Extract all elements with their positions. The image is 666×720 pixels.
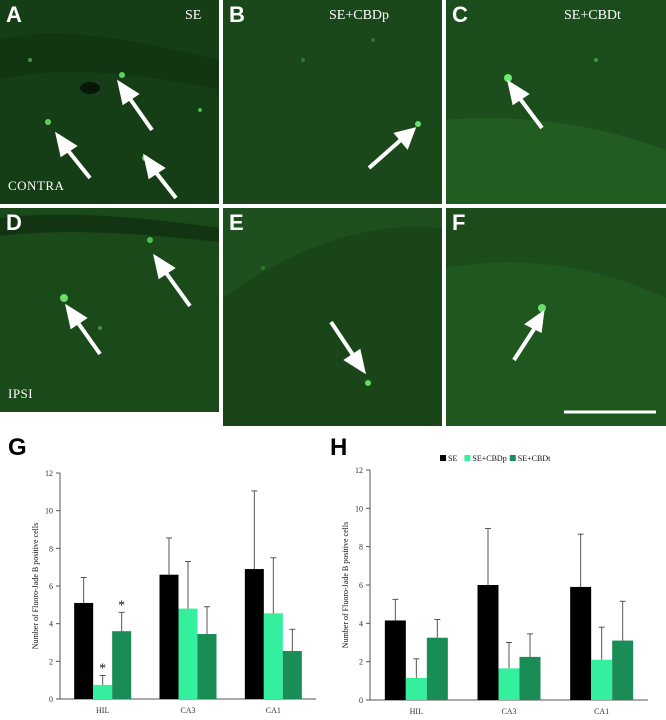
significance-marker: * <box>118 598 125 613</box>
arrow-icon <box>367 127 417 170</box>
panel-e-texture <box>223 208 442 426</box>
bar-ca3-se-cbdt <box>519 656 541 700</box>
panel-d-texture <box>0 208 219 412</box>
bar-ca1-se-cbdt <box>282 650 302 699</box>
y-tick-label: 0 <box>359 696 363 705</box>
y-tick-label: 6 <box>49 582 53 591</box>
arrow-icon <box>512 309 545 362</box>
y-tick-label: 2 <box>49 657 53 666</box>
panel-letter-h: H <box>330 434 348 461</box>
x-tick-label: CA3 <box>501 707 516 716</box>
bar-ca1-se <box>244 569 264 699</box>
side-label: IPSI <box>8 386 34 401</box>
bar-ca3-se <box>159 574 179 699</box>
arrow-icon <box>507 79 544 130</box>
y-axis-label: Number of Fluoro-Jade B positive cells <box>31 523 40 649</box>
condition-label: SE+CBDt <box>564 8 621 23</box>
arrow-2-icon <box>65 303 102 356</box>
chart-g: 0 2 4 6 8 10 12 Number of Fluoro-Jade B positiv… <box>31 469 316 715</box>
y-tick-label: 12 <box>45 469 53 478</box>
bar-hil-se-cbdp <box>405 677 427 700</box>
legend-label: SE+CBDp <box>472 454 506 463</box>
panel-c-texture <box>446 0 666 204</box>
arrow-1-icon <box>117 79 154 132</box>
panel-f-texture <box>446 208 666 426</box>
bar-hil-se-cbdt <box>112 631 132 699</box>
side-label: CONTRA <box>8 178 65 193</box>
condition-label: SE <box>185 8 202 23</box>
bar-ca3-se-cbdt <box>197 634 217 699</box>
arrow-icon <box>329 320 366 375</box>
y-tick-label: 6 <box>359 581 363 590</box>
significance-marker: * <box>99 661 106 676</box>
panel-letter-g: G <box>8 434 27 461</box>
arrow-3-icon <box>143 153 178 200</box>
panel-letter: F <box>452 210 466 235</box>
bar-ca3-se-cbdp <box>178 608 198 699</box>
y-axis-label: Number of Fluoro-Jade B positive cells <box>341 522 350 648</box>
bar-ca1-se-cbdp <box>263 613 283 699</box>
micrograph-panel-a: A SE CONTRA <box>0 0 219 204</box>
panel-letter: A <box>6 2 22 27</box>
micrograph-panel-d: D IPSI <box>0 208 219 412</box>
bar-ca3-se-cbdp <box>498 668 520 700</box>
legend-label: SE <box>448 454 457 463</box>
y-tick-label: 4 <box>49 620 53 629</box>
micrograph-panel-c: C SE+CBDt <box>446 0 666 204</box>
panel-letter: D <box>6 210 22 235</box>
panel-letter: C <box>452 2 468 27</box>
x-tick-label: CA1 <box>594 707 609 716</box>
bar-hil-se-cbdp <box>93 684 113 699</box>
y-tick-label: 4 <box>359 619 363 628</box>
legend-swatch <box>509 455 516 461</box>
bar-hil-se <box>74 602 94 699</box>
y-tick-label: 8 <box>49 544 53 553</box>
micrograph-panel-f: F <box>446 208 666 426</box>
x-tick-label: HIL <box>410 707 423 716</box>
legend-label: SE+CBDt <box>518 454 551 463</box>
y-tick-label: 12 <box>355 466 363 475</box>
arrow-2-icon <box>55 131 92 180</box>
bar-ca1-se-cbdp <box>591 659 613 700</box>
y-tick-label: 2 <box>359 658 363 667</box>
micrograph-panel-e: E <box>223 208 442 426</box>
x-tick-label: HIL <box>96 706 109 715</box>
x-tick-label: CA1 <box>266 706 281 715</box>
micrograph-panel-b: B SE+CBDp <box>223 0 442 204</box>
panel-letter: B <box>229 2 245 27</box>
panel-letter: E <box>229 210 244 235</box>
bar-ca1-se-cbdt <box>612 640 634 700</box>
legend-swatch <box>440 455 446 461</box>
arrow-1-icon <box>153 253 192 308</box>
bar-hil-se-cbdt <box>426 637 448 700</box>
panel-a-texture <box>0 0 219 204</box>
panel-b-texture <box>223 0 442 204</box>
y-tick-label: 8 <box>359 543 363 552</box>
y-tick-label: 10 <box>45 507 53 516</box>
bar-ca3-se <box>477 585 499 700</box>
bar-ca1-se <box>570 586 592 700</box>
x-tick-label: CA3 <box>180 706 195 715</box>
y-tick-label: 0 <box>49 695 53 704</box>
chart-h: 0 2 4 6 8 10 12 Number of Fluoro-Jade B positiv… <box>341 454 648 716</box>
condition-label: SE+CBDp <box>329 8 390 23</box>
bar-hil-se <box>384 620 406 700</box>
legend-swatch <box>464 455 471 461</box>
y-tick-label: 10 <box>355 504 363 513</box>
